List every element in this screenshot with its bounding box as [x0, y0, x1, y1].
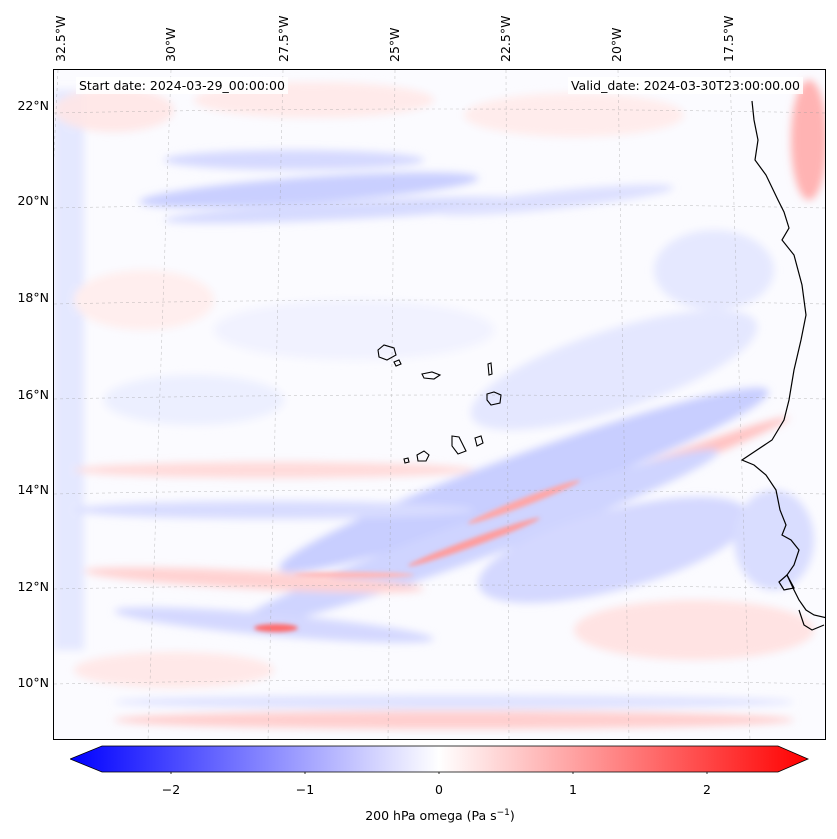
coastline	[740, 100, 825, 631]
lat-label-16n: 16°N	[17, 387, 49, 402]
lat-label-20n: 20°N	[17, 193, 49, 208]
colorbar-title-prefix: 200 hPa omega (Pa s	[365, 808, 497, 824]
lon-label-27-5w: 27.5°W	[276, 15, 291, 62]
lon-label-20w: 20°W	[609, 27, 624, 62]
colorbar-title: 200 hPa omega (Pa s−1)	[0, 808, 837, 823]
colorbar	[70, 745, 810, 774]
lon-label-32-5w: 32.5°W	[53, 15, 68, 62]
lon-label-25w: 25°W	[387, 27, 402, 62]
colorbar-ticks	[170, 772, 708, 774]
omega-contours	[54, 80, 825, 729]
colorbar-tick-label: 2	[703, 782, 711, 797]
colorbar-title-suffix: )	[509, 808, 515, 824]
lon-label-22-5w: 22.5°W	[498, 15, 513, 62]
colorbar-tick-label: −1	[295, 782, 315, 797]
colorbar-tick-label: −2	[161, 782, 181, 797]
omega-extremes	[254, 480, 581, 632]
cape-verde-islands	[377, 344, 502, 464]
map-panel	[53, 69, 826, 740]
lat-label-18n: 18°N	[17, 290, 49, 305]
colorbar-gradient	[70, 745, 810, 773]
valid-date-label: Valid_date: 2024-03-30T23:00:00.00	[567, 77, 803, 94]
lon-label-30w: 30°W	[163, 27, 178, 62]
lat-label-22n: 22°N	[17, 98, 49, 113]
graticule	[54, 70, 825, 739]
colorbar-tick-label: 1	[569, 782, 577, 797]
colorbar-title-exponent: −1	[496, 808, 510, 818]
lat-label-14n: 14°N	[17, 482, 49, 497]
lat-label-10n: 10°N	[17, 675, 49, 690]
lon-label-17-5w: 17.5°W	[721, 15, 736, 62]
colorbar-tick-label: 0	[435, 782, 443, 797]
lat-label-12n: 12°N	[17, 579, 49, 594]
omega-field-map	[54, 70, 825, 739]
start-date-label: Start date: 2024-03-29_00:00:00	[76, 77, 288, 94]
